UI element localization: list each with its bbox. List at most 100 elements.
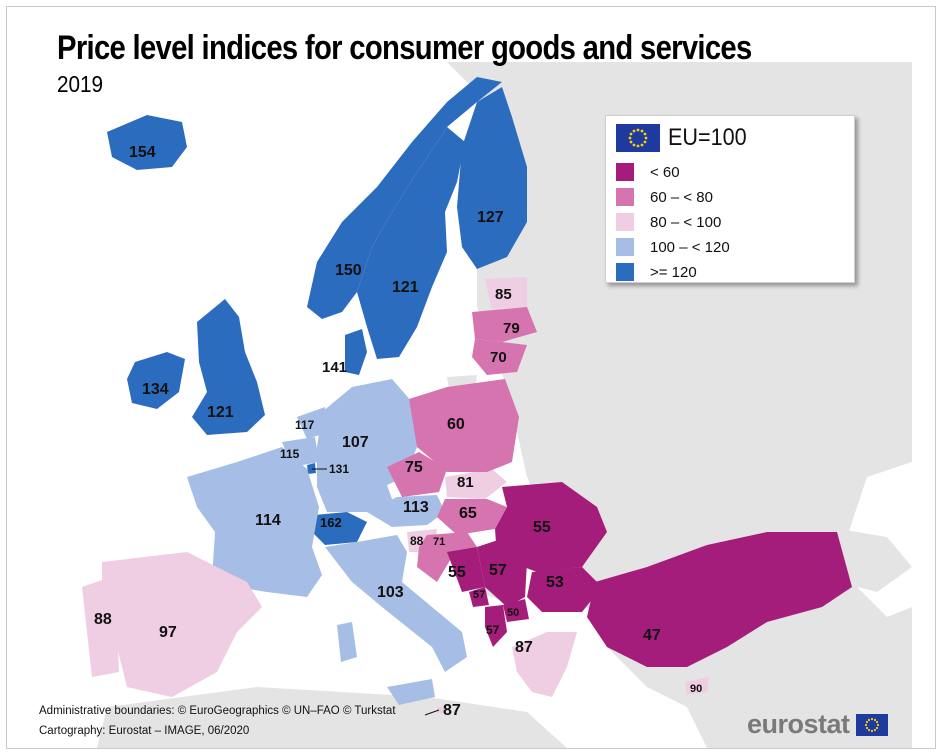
country-ireland	[127, 352, 185, 409]
value-label-north-macedonia: 50	[507, 607, 519, 619]
value-label-slovenia: 88	[410, 534, 424, 548]
country-turkey	[587, 532, 852, 667]
value-label-hungary: 65	[459, 505, 477, 522]
country-slovakia	[445, 469, 507, 499]
legend-swatch	[616, 213, 634, 231]
value-label-portugal: 88	[94, 611, 112, 628]
legend-swatch	[616, 263, 634, 281]
country-spain	[102, 552, 262, 697]
value-label-slovakia: 81	[457, 474, 474, 491]
value-label-latvia: 79	[503, 320, 520, 337]
country-iceland	[107, 115, 187, 170]
value-label-germany: 107	[342, 434, 369, 451]
value-label-czechia: 75	[405, 459, 423, 476]
country-finland	[457, 87, 527, 269]
legend-item: 60 – < 80	[616, 187, 713, 207]
legend-header: EU=100	[616, 124, 755, 152]
value-label-finland: 127	[477, 209, 504, 226]
credits-cartography: Cartography: Eurostat – IMAGE, 06/2020	[39, 725, 250, 737]
legend-item-label: < 60	[650, 163, 680, 181]
value-label-iceland: 154	[129, 144, 156, 161]
country-poland	[409, 379, 519, 472]
country-croatia	[417, 532, 477, 582]
country-bulgaria	[527, 567, 602, 612]
legend-item-label: 80 – < 100	[650, 213, 722, 231]
country-montenegro	[469, 587, 489, 607]
value-label-estonia: 85	[495, 286, 512, 303]
legend-item: 100 – < 120	[616, 237, 730, 257]
value-label-uk: 121	[207, 404, 234, 421]
value-label-denmark: 141	[322, 359, 347, 376]
country-hungary	[437, 499, 507, 535]
legend-item-label: 60 – < 80	[650, 188, 713, 206]
country-italy	[325, 535, 467, 672]
eurostat-wordmark: eurostat	[747, 709, 850, 739]
country-albania	[485, 605, 507, 647]
value-label-cyprus: 90	[690, 683, 702, 695]
value-label-malta: 87	[443, 702, 461, 719]
value-label-norway: 150	[335, 262, 362, 279]
value-label-bosnia: 55	[448, 564, 466, 581]
legend-swatch	[616, 163, 634, 181]
page-title: Price level indices for consumer goods a…	[57, 29, 752, 67]
eu-flag-small-icon	[855, 713, 888, 736]
page-subtitle: 2019	[57, 71, 104, 97]
country-serbia	[477, 537, 527, 607]
legend-item: < 60	[616, 162, 680, 182]
country-france	[187, 447, 322, 597]
eurostat-logo: eurostat	[747, 709, 888, 740]
legend-item-label: 100 – < 120	[650, 238, 730, 256]
value-label-lithuania: 70	[490, 349, 507, 366]
country-switzerland	[312, 512, 367, 545]
value-label-luxembourg: 131	[329, 462, 349, 476]
country-sicily	[387, 679, 435, 705]
value-label-serbia: 57	[489, 562, 507, 579]
country-bosnia	[447, 547, 485, 592]
credits-boundaries: Administrative boundaries: © EuroGeograp…	[39, 705, 396, 717]
legend-swatch	[616, 188, 634, 206]
value-label-bulgaria: 53	[546, 574, 564, 591]
country-sardinia	[337, 622, 357, 662]
country-latvia	[472, 307, 537, 342]
value-label-romania: 55	[533, 519, 551, 536]
country-austria	[367, 495, 445, 527]
country-malta	[437, 707, 445, 713]
value-label-montenegro: 57	[473, 589, 485, 601]
value-label-sweden: 121	[392, 279, 419, 296]
country-germany	[317, 379, 417, 512]
value-label-greece: 87	[515, 639, 533, 656]
malta-leader-line	[424, 709, 440, 716]
value-label-spain: 97	[159, 624, 177, 641]
value-label-austria: 113	[403, 499, 429, 516]
legend: EU=100 < 60 60 – < 80 80 – < 100 100 – <…	[605, 115, 855, 283]
legend-item: >= 120	[616, 262, 697, 282]
legend-item: 80 – < 100	[616, 212, 721, 232]
non-covered-north-africa	[97, 687, 567, 748]
legend-swatch	[616, 238, 634, 256]
country-norway	[307, 77, 502, 319]
value-label-poland: 60	[447, 416, 465, 433]
country-lithuania	[472, 339, 527, 375]
country-luxembourg	[307, 463, 316, 474]
country-estonia	[485, 277, 527, 309]
country-sweden	[357, 127, 465, 359]
legend-header-label: EU=100	[668, 124, 747, 151]
country-czechia	[387, 452, 447, 497]
country-portugal	[82, 579, 119, 677]
legend-item-label: >= 120	[650, 263, 697, 281]
value-label-turkey: 47	[643, 627, 661, 644]
country-cyprus	[685, 677, 709, 695]
country-netherlands	[297, 407, 329, 439]
country-denmark	[345, 329, 367, 375]
eu-flag-icon	[616, 124, 660, 152]
country-uk	[192, 299, 265, 435]
country-greece	[512, 632, 577, 697]
value-label-italy: 103	[377, 584, 404, 601]
value-label-croatia: 71	[433, 536, 445, 548]
value-label-belgium: 115	[280, 447, 300, 461]
value-label-switzerland: 162	[320, 515, 342, 530]
map-frame: 154 150 121 127 85 79 70 141 134 121 117…	[6, 6, 936, 749]
value-label-france: 114	[255, 512, 281, 529]
country-north-macedonia	[503, 599, 529, 622]
value-label-netherlands: 117	[295, 418, 315, 432]
